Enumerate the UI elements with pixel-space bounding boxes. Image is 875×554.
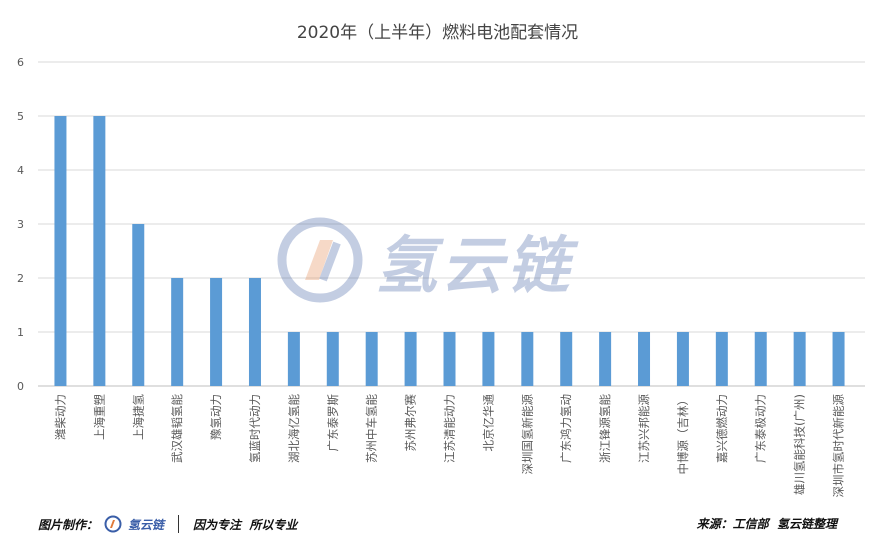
- y-tick-label: 6: [17, 56, 24, 69]
- bar: [715, 332, 728, 386]
- y-tick-label: 5: [17, 110, 24, 123]
- x-tick-label: 中博源（吉林）: [676, 394, 690, 475]
- bar: [54, 116, 67, 386]
- bar: [482, 332, 495, 386]
- x-tick-label: 上海捷氢: [131, 394, 145, 440]
- y-tick-label: 2: [17, 272, 24, 285]
- x-tick-label: 江苏清能动力: [443, 394, 457, 463]
- x-tick-label: 武汉雄韬氢能: [170, 394, 184, 463]
- brand-logo-icon: [104, 515, 122, 533]
- bar: [638, 332, 651, 386]
- divider: [178, 515, 180, 533]
- x-tick-label: 广东鸿力氢动: [559, 394, 573, 463]
- x-tick-label: 广东泰极动力: [754, 394, 768, 463]
- x-tick-label: 深圳国氢新能源: [520, 394, 534, 475]
- bar: [93, 116, 106, 386]
- x-tick-label: 上海重塑: [92, 394, 106, 440]
- slogan: 因为专注 所以专业: [193, 517, 298, 532]
- y-tick-label: 4: [17, 164, 24, 177]
- y-tick-label: 3: [17, 218, 24, 231]
- bar: [560, 332, 573, 386]
- x-tick-label: 浙江锋源氢能: [598, 394, 612, 463]
- x-tick-label: 湖北海亿氢能: [287, 394, 301, 463]
- source-note: 来源：工信部 氢云链整理: [696, 517, 837, 531]
- x-tick-label: 江苏兴邦能源: [637, 394, 651, 463]
- bar: [287, 332, 300, 386]
- x-tick-label: 潍柴动力: [53, 394, 67, 440]
- bar: [132, 224, 145, 386]
- bar: [171, 278, 184, 386]
- watermark-text: 氢云链: [375, 229, 574, 302]
- x-tick-label: 雄川氢能科技(广州): [793, 394, 807, 495]
- footer-credit: 图片制作： 氢云链 因为专注 所以专业: [38, 515, 297, 533]
- brand-logo-text: 氢云链: [128, 517, 165, 532]
- x-tick-label: 苏州中车氢能: [365, 394, 379, 463]
- credit-label: 图片制作：: [38, 517, 99, 532]
- x-tick-label: 深圳市氢时代新能源: [832, 394, 846, 498]
- chart-title: 2020年（上半年）燃料电池配套情况: [296, 23, 579, 43]
- x-tick-label: 氢蓝时代动力: [248, 394, 262, 463]
- x-tick-label: 广东泰罗斯: [326, 394, 340, 452]
- y-tick-label: 0: [17, 380, 24, 393]
- bar: [832, 332, 845, 386]
- bar: [443, 332, 456, 386]
- x-tick-label: 豫氢动力: [209, 394, 223, 440]
- bar: [404, 332, 417, 386]
- bar: [754, 332, 767, 386]
- bar: [248, 278, 261, 386]
- bar: [599, 332, 612, 386]
- bar: [793, 332, 806, 386]
- watermark-logo-icon: [277, 217, 363, 303]
- bar: [210, 278, 223, 386]
- bar: [521, 332, 534, 386]
- x-tick-label: 嘉兴德燃动力: [715, 394, 729, 463]
- bar: [326, 332, 339, 386]
- x-tick-label: 苏州弗尔赛: [404, 394, 418, 452]
- watermark: 氢云链: [275, 215, 573, 305]
- bar: [676, 332, 689, 386]
- bar: [365, 332, 378, 386]
- y-tick-label: 1: [17, 326, 24, 339]
- x-tick-label: 北京亿华通: [481, 394, 495, 452]
